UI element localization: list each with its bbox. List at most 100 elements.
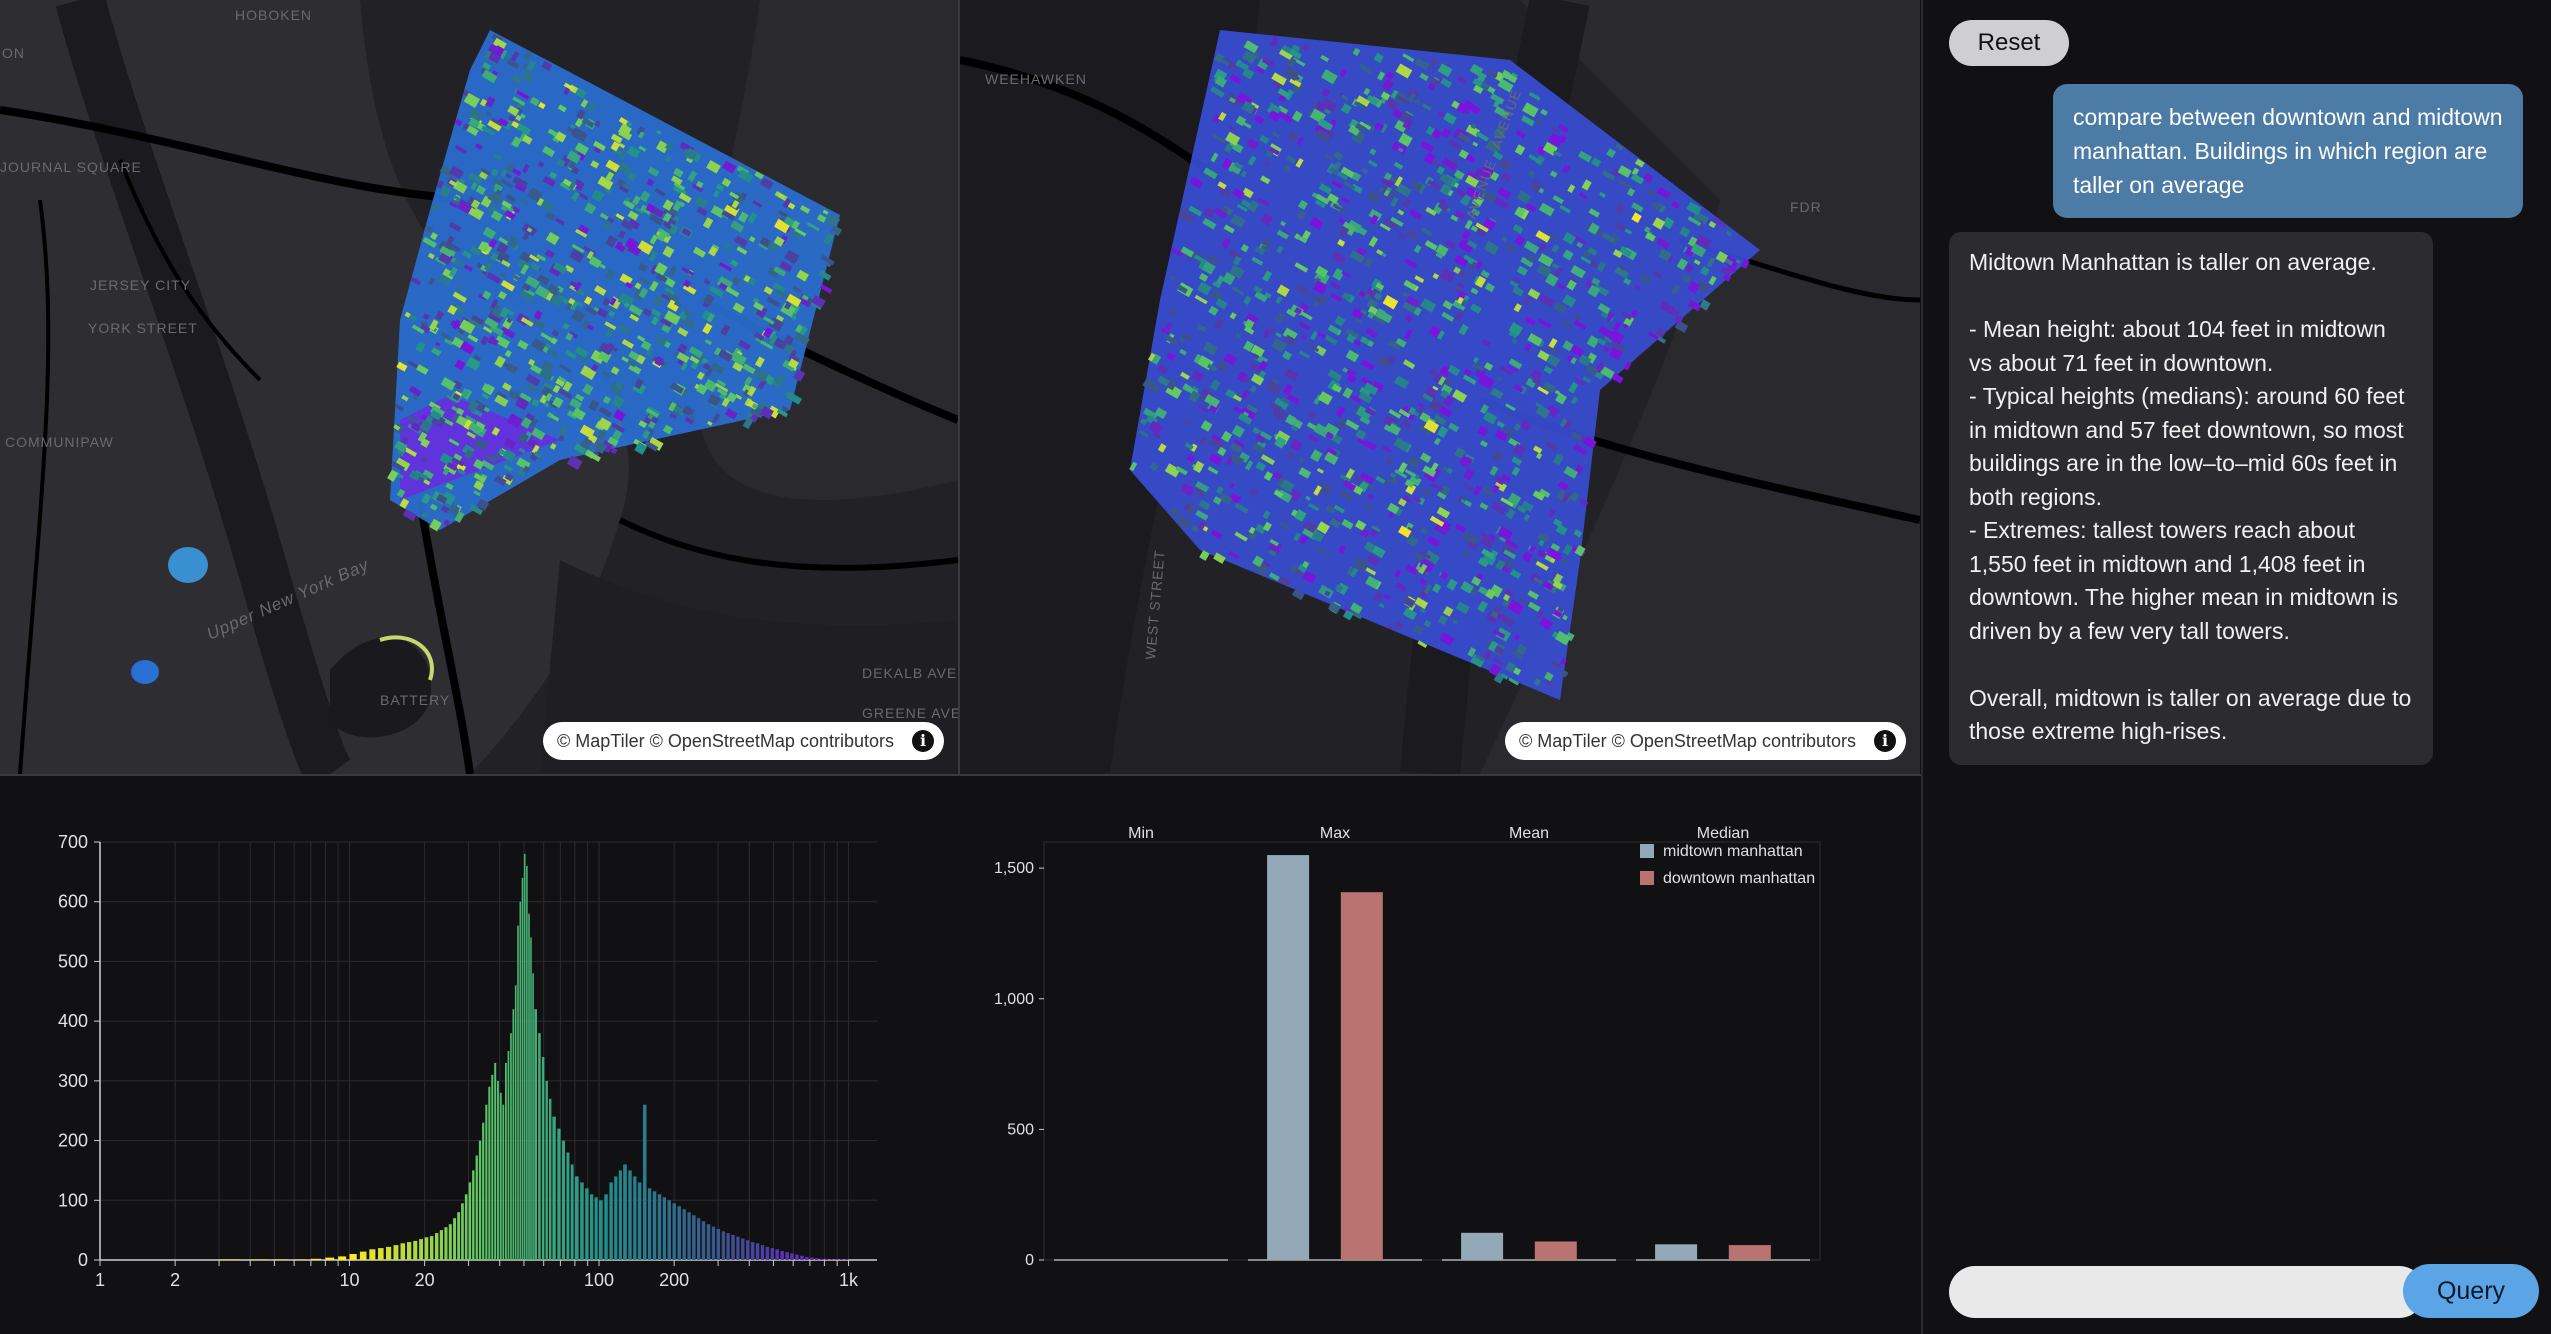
histogram-bar[interactable] bbox=[736, 1236, 740, 1260]
histogram-bar[interactable] bbox=[667, 1200, 672, 1260]
midtown-map[interactable]: WEEHAWKEN FDR AVENUE WEST STREET AVENUE … bbox=[960, 0, 1920, 774]
histogram-bar[interactable] bbox=[519, 901, 522, 1260]
histogram-bar[interactable] bbox=[643, 1104, 647, 1260]
histogram-bar[interactable] bbox=[815, 1258, 819, 1260]
histogram-bar[interactable] bbox=[407, 1242, 412, 1260]
histogram-bar[interactable] bbox=[570, 1164, 574, 1261]
histogram-bar[interactable] bbox=[369, 1249, 376, 1260]
histogram-bar[interactable] bbox=[618, 1170, 622, 1260]
histogram-bar[interactable] bbox=[604, 1194, 608, 1260]
histogram-bar[interactable] bbox=[580, 1182, 584, 1260]
histogram-bar[interactable] bbox=[647, 1188, 652, 1260]
comparison-bar[interactable] bbox=[1534, 1241, 1577, 1261]
histogram-bar[interactable] bbox=[461, 1203, 464, 1260]
histogram-bar[interactable] bbox=[810, 1257, 814, 1260]
histogram-bar[interactable] bbox=[485, 1104, 488, 1260]
histogram-bar[interactable] bbox=[419, 1239, 423, 1260]
histogram-bar[interactable] bbox=[594, 1197, 598, 1260]
histogram-bar[interactable] bbox=[386, 1246, 392, 1260]
comparison-bar[interactable] bbox=[1655, 1244, 1698, 1260]
info-icon[interactable]: i bbox=[912, 730, 934, 752]
histogram-bar[interactable] bbox=[478, 1140, 482, 1260]
histogram-bar[interactable] bbox=[637, 1182, 642, 1260]
histogram-bar[interactable] bbox=[590, 1194, 594, 1260]
histogram-bar[interactable] bbox=[834, 1259, 839, 1260]
histogram-bar[interactable] bbox=[523, 853, 526, 1260]
info-icon[interactable]: i bbox=[1874, 730, 1896, 752]
histogram-bar[interactable] bbox=[614, 1176, 618, 1260]
comparison-bar[interactable] bbox=[1340, 892, 1383, 1260]
histogram-bar[interactable] bbox=[444, 1227, 448, 1260]
histogram-bar[interactable] bbox=[435, 1233, 439, 1260]
histogram-bar[interactable] bbox=[800, 1255, 804, 1260]
midtown-map-canvas[interactable]: WEEHAWKEN FDR AVENUE WEST STREET AVENUE bbox=[960, 0, 1920, 774]
histogram-bar[interactable] bbox=[510, 1033, 512, 1260]
histogram-bar[interactable] bbox=[499, 1092, 502, 1260]
histogram-bar[interactable] bbox=[494, 1062, 497, 1260]
histogram-bar[interactable] bbox=[532, 973, 534, 1260]
histogram-bar[interactable] bbox=[609, 1182, 613, 1260]
histogram-bar[interactable] bbox=[721, 1231, 726, 1260]
histogram-bar[interactable] bbox=[552, 1116, 556, 1260]
histogram-bar[interactable] bbox=[526, 865, 528, 1260]
histogram-bar[interactable] bbox=[549, 1098, 552, 1260]
histogram-bar[interactable] bbox=[566, 1152, 570, 1261]
histogram-bar[interactable] bbox=[746, 1240, 750, 1260]
histogram-bar[interactable] bbox=[528, 913, 530, 1260]
histogram-bar[interactable] bbox=[706, 1224, 711, 1260]
histogram-bar[interactable] bbox=[585, 1188, 589, 1260]
histogram-bar[interactable] bbox=[359, 1251, 367, 1260]
histogram-bar[interactable] bbox=[464, 1194, 468, 1260]
histogram-bar[interactable] bbox=[250, 1259, 268, 1260]
histogram-bar[interactable] bbox=[775, 1249, 779, 1260]
query-button[interactable]: Query bbox=[2403, 1264, 2539, 1318]
downtown-map-canvas[interactable]: HOBOKEN JOURNAL SQUARE JERSEY CITY YORK … bbox=[0, 0, 958, 774]
histogram-bar[interactable] bbox=[338, 1256, 347, 1260]
histogram-bar[interactable] bbox=[453, 1218, 456, 1260]
histogram-bar[interactable] bbox=[310, 1258, 321, 1260]
histogram-bar[interactable] bbox=[726, 1233, 730, 1260]
histogram-bar[interactable] bbox=[393, 1245, 399, 1260]
histogram-bar[interactable] bbox=[574, 1176, 579, 1260]
histogram-bar[interactable] bbox=[692, 1215, 696, 1260]
comparison-bar[interactable] bbox=[1267, 855, 1310, 1260]
histogram-bar[interactable] bbox=[701, 1221, 706, 1260]
histogram-bar[interactable] bbox=[400, 1243, 406, 1260]
histogram-bar[interactable] bbox=[760, 1245, 765, 1260]
histogram-bar[interactable] bbox=[711, 1226, 716, 1260]
histogram-bar[interactable] bbox=[682, 1209, 686, 1260]
reset-button[interactable]: Reset bbox=[1949, 20, 2069, 66]
histogram-bar[interactable] bbox=[424, 1237, 429, 1260]
histogram-bar[interactable] bbox=[697, 1218, 701, 1260]
histogram-bar[interactable] bbox=[541, 1057, 545, 1260]
histogram-bar[interactable] bbox=[750, 1242, 755, 1260]
histogram-bar[interactable] bbox=[517, 925, 519, 1260]
histogram-bar[interactable] bbox=[448, 1224, 452, 1260]
histogram-bar[interactable] bbox=[731, 1234, 735, 1260]
histogram-bar[interactable] bbox=[677, 1206, 681, 1260]
histogram-bar[interactable] bbox=[716, 1228, 721, 1260]
histogram-bar[interactable] bbox=[429, 1236, 434, 1260]
histogram-bar[interactable] bbox=[795, 1254, 799, 1260]
histogram-bar[interactable] bbox=[325, 1257, 335, 1260]
histogram-bar[interactable] bbox=[599, 1200, 603, 1260]
histogram-bar[interactable] bbox=[505, 1062, 507, 1260]
map-attribution[interactable]: © MapTiler © OpenStreetMap contributors … bbox=[543, 722, 944, 760]
histogram-bar[interactable] bbox=[545, 1080, 548, 1260]
histogram-bar[interactable] bbox=[507, 1051, 510, 1260]
histogram-bar[interactable] bbox=[219, 1259, 241, 1260]
histogram-bar[interactable] bbox=[844, 1259, 849, 1260]
histogram-bar[interactable] bbox=[839, 1259, 844, 1260]
histogram-bar[interactable] bbox=[294, 1259, 306, 1260]
histogram-bar[interactable] bbox=[502, 1104, 505, 1260]
histogram-bar[interactable] bbox=[468, 1182, 472, 1260]
histogram-bar[interactable] bbox=[497, 1080, 499, 1260]
histogram-bar[interactable] bbox=[780, 1251, 784, 1260]
histogram-bar[interactable] bbox=[274, 1259, 289, 1260]
histogram-bar[interactable] bbox=[514, 985, 517, 1260]
histogram-bar[interactable] bbox=[472, 1170, 475, 1260]
histogram-bar[interactable] bbox=[820, 1258, 824, 1260]
histogram-bar[interactable] bbox=[687, 1212, 691, 1260]
